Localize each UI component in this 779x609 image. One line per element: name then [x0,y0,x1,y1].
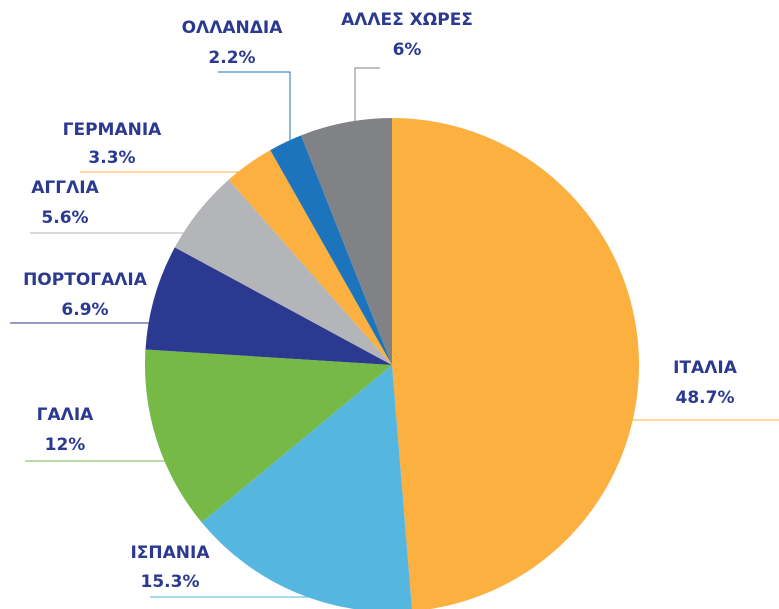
slice-label: ΟΛΛΑΝΔΙΑ [182,18,284,38]
pie-slice [392,118,639,609]
pie-slice [145,349,392,523]
slice-label: ΠΟΡΤΟΓΑΛΙΑ [23,270,148,290]
leader-line [218,71,291,140]
pie-slice [174,179,392,365]
slice-label: ΙΣΠΑΝΙΑ [130,543,210,563]
value-label: 48.7% [676,388,735,408]
pie-slice [301,118,392,365]
value-label: 6% [393,40,422,60]
leader-line [354,67,380,145]
pie-slice [201,365,412,609]
slice-label: ΙΤΑΛΙΑ [673,358,738,378]
pie-slice [270,135,392,365]
value-label: 5.6% [41,208,88,228]
value-label: 6.9% [61,300,108,320]
value-label: 15.3% [141,572,200,592]
value-label: 2.2% [208,48,255,68]
slice-label: ΓΑΛΙΑ [37,405,94,425]
slice-label: ΑΛΛΕΣ ΧΩΡΕΣ [341,10,473,30]
value-label: 12% [45,435,86,455]
pie-slice [145,247,392,365]
pie-slice [228,150,392,365]
slice-label: ΑΓΓΛΙΑ [31,178,99,198]
slice-label: ΓΕΡΜΑΝΙΑ [63,120,163,140]
value-label: 3.3% [88,148,135,168]
